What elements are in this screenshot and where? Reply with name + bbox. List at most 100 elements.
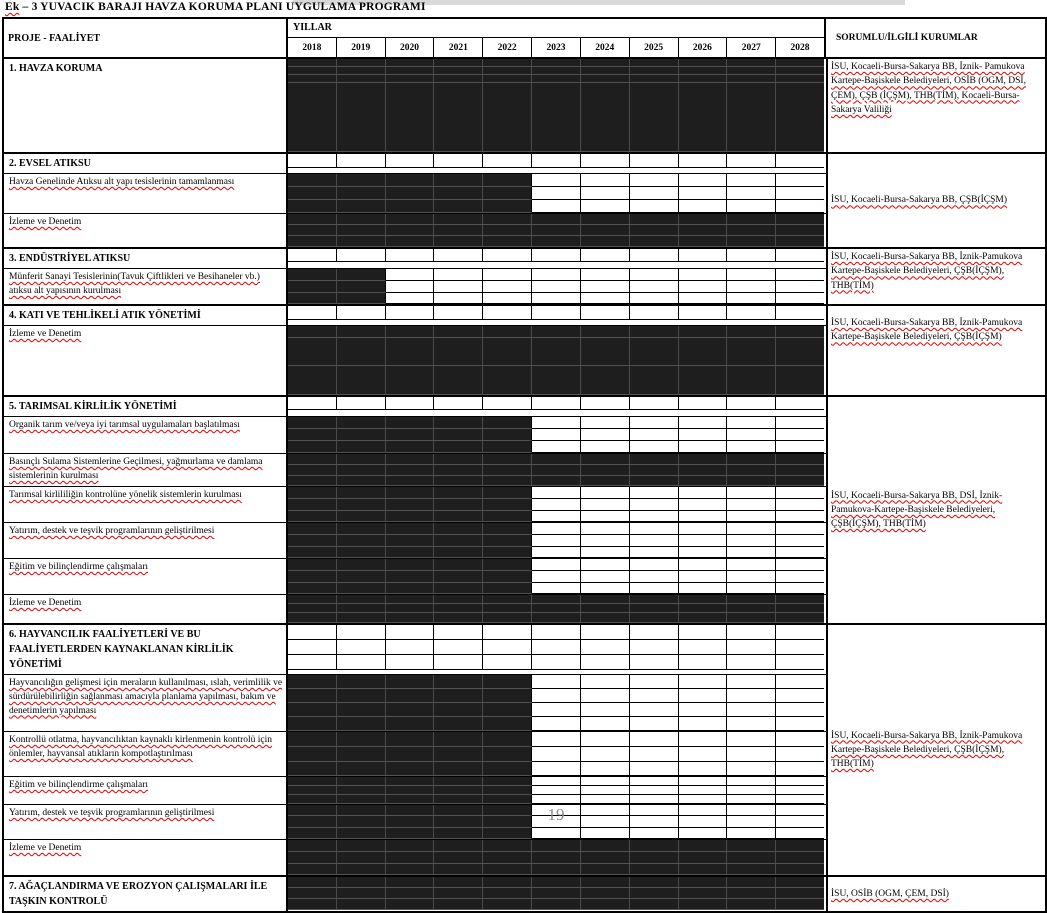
gantt-bar-cell-2027: [727, 604, 777, 613]
year-cell-2024: [580, 795, 630, 804]
gantt-bar-cell-2021: [434, 535, 484, 547]
year-cell-2025: [629, 154, 679, 168]
year-cell-2022: [483, 397, 533, 410]
year-cell-2026: [678, 640, 728, 655]
gantt-bar-cell-2019: [336, 816, 386, 828]
year-cell-2020: [385, 154, 435, 168]
year-cell-2024: [580, 249, 630, 262]
year-cell-2018: [288, 397, 337, 410]
gantt-bar-cell-2021: [434, 816, 484, 828]
gantt-bar-cell-2028: [776, 877, 824, 888]
gantt-bar-cell-2023: [532, 454, 581, 465]
gantt-bar-cell-2027: [727, 465, 777, 476]
activity-year-track: [288, 777, 824, 804]
activity-label-text: Tarımsal kirlililiğin kontrolüne yönelik…: [9, 490, 242, 500]
gantt-bar-cell-2021: [434, 187, 484, 200]
gantt-bar-cell-2020: [385, 689, 435, 703]
gantt-bar-cell-2022: [483, 366, 533, 395]
gantt-bar-cell-2027: [727, 326, 777, 338]
year-subrow: [288, 476, 824, 486]
year-cell-2027: [727, 795, 777, 804]
gantt-bar-cell-2020: [385, 441, 435, 453]
gantt-bar-cell-2019: [336, 777, 386, 786]
year-cell-2027: [727, 689, 777, 703]
gantt-bar-cell-2018: [288, 511, 337, 522]
year-cell-2028: [776, 154, 824, 168]
gantt-bar-cell-2021: [434, 75, 484, 83]
gantt-bar-cell-2022: [483, 547, 533, 558]
year-cell-2025: [629, 559, 679, 571]
gantt-bar-cell-2021: [434, 429, 484, 441]
gantt-bar-cell-2023: [532, 476, 581, 486]
gantt-bar-cell-2028: [776, 840, 824, 852]
gantt-bar-cell-2018: [288, 523, 337, 535]
section-rows: 6. HAYVANCILIK FAALİYETLERİ VE BU FAALİY…: [4, 625, 826, 875]
year-cell-2028: [776, 703, 824, 717]
activity-label-text: 5. TARIMSAL KİRLİLİK YÖNETİMİ: [9, 401, 177, 412]
gantt-bar-cell-2021: [434, 454, 484, 465]
year-cell-2028: [776, 174, 824, 187]
year-cell-2018: [288, 154, 337, 168]
gantt-bar-cell-2026: [678, 864, 728, 875]
gantt-bar-cell-2022: [483, 777, 533, 786]
gantt-bar-cell-2020: [385, 59, 435, 67]
year-subrow: [288, 83, 824, 152]
gantt-bar-cell-2022: [483, 454, 533, 465]
gantt-bar-cell-2018: [288, 762, 337, 776]
activity-label: Eğitim ve bilinçlendirme çalışmaları: [4, 777, 288, 804]
year-cell-2020: [385, 397, 435, 410]
gantt-bar-cell-2023: [532, 225, 581, 236]
gantt-bar-cell-2022: [483, 417, 533, 429]
year-subrow: [288, 200, 824, 213]
gantt-bar-cell-2018: [288, 269, 337, 281]
gantt-bar-cell-2025: [629, 465, 679, 476]
year-cell-2026: [678, 429, 728, 441]
year-cell-2028: [776, 828, 824, 839]
section-title-row: 4. KATI VE TEHLİKELİ ATIK YÖNETİMİ: [4, 306, 826, 325]
year-cell-2019: [336, 249, 386, 262]
section-title: 7. AĞAÇLANDIRMA VE EROZYON ÇALIŞMALARI İ…: [4, 877, 288, 911]
gantt-bar-cell-2022: [483, 487, 533, 499]
year-cell-2025: [629, 805, 679, 816]
year-cell-2026: [678, 732, 728, 747]
gantt-bar-cell-2022: [483, 511, 533, 522]
year-cell-2023: [532, 675, 581, 689]
gantt-bar-cell-2025: [629, 338, 679, 366]
activity-year-track: [288, 269, 824, 304]
year-header-2018: 2018: [288, 38, 337, 57]
gantt-bar-cell-2023: [532, 604, 581, 613]
year-subrow: [288, 429, 824, 441]
gantt-bar-cell-2026: [678, 476, 728, 486]
section-title-row: 1. HAVZA KORUMA: [4, 59, 826, 152]
gantt-bar-cell-2020: [385, 717, 435, 731]
gantt-bar-cell-2021: [434, 864, 484, 875]
gantt-bar-cell-2026: [678, 236, 728, 247]
activity-year-track: [288, 154, 824, 173]
year-subrow: [288, 523, 824, 535]
gantt-bar-cell-2020: [385, 225, 435, 236]
gantt-bar-cell-2020: [385, 236, 435, 247]
activity-year-track: [288, 595, 824, 623]
gantt-bar-cell-2019: [336, 200, 386, 213]
gantt-bar-cell-2028: [776, 852, 824, 864]
activity-year-track: [288, 214, 824, 247]
activity-row: Organik tarım ve/veya iyi tarımsal uygul…: [4, 416, 826, 453]
year-cell-2026: [678, 675, 728, 689]
gantt-bar-cell-2019: [336, 67, 386, 75]
year-cell-2023: [532, 441, 581, 453]
institutions-cell: İSU, Kocaeli-Bursa-Sakarya BB, DSİ, İzni…: [826, 397, 1045, 623]
year-cell-2019: [336, 154, 386, 168]
year-cell-2027: [727, 269, 777, 281]
gantt-bar-cell-2019: [336, 441, 386, 453]
year-cell-2028: [776, 762, 824, 776]
gantt-bar-cell-2021: [434, 689, 484, 703]
table-header-row: PROJE - FAALİYET YILLAR 2018 2019 2020 2021…: [4, 19, 1045, 59]
gantt-bar-cell-2024: [580, 83, 630, 152]
gantt-bar-cell-2021: [434, 571, 484, 583]
year-cell-2028: [776, 625, 824, 640]
year-cell-2023: [532, 249, 581, 262]
activity-label-text: 3. ENDÜSTRİYEL ATIKSU: [9, 253, 131, 264]
year-subrow: [288, 225, 824, 236]
activity-label: İzleme ve Denetim: [4, 214, 288, 247]
gantt-bar-cell-2019: [336, 326, 386, 338]
